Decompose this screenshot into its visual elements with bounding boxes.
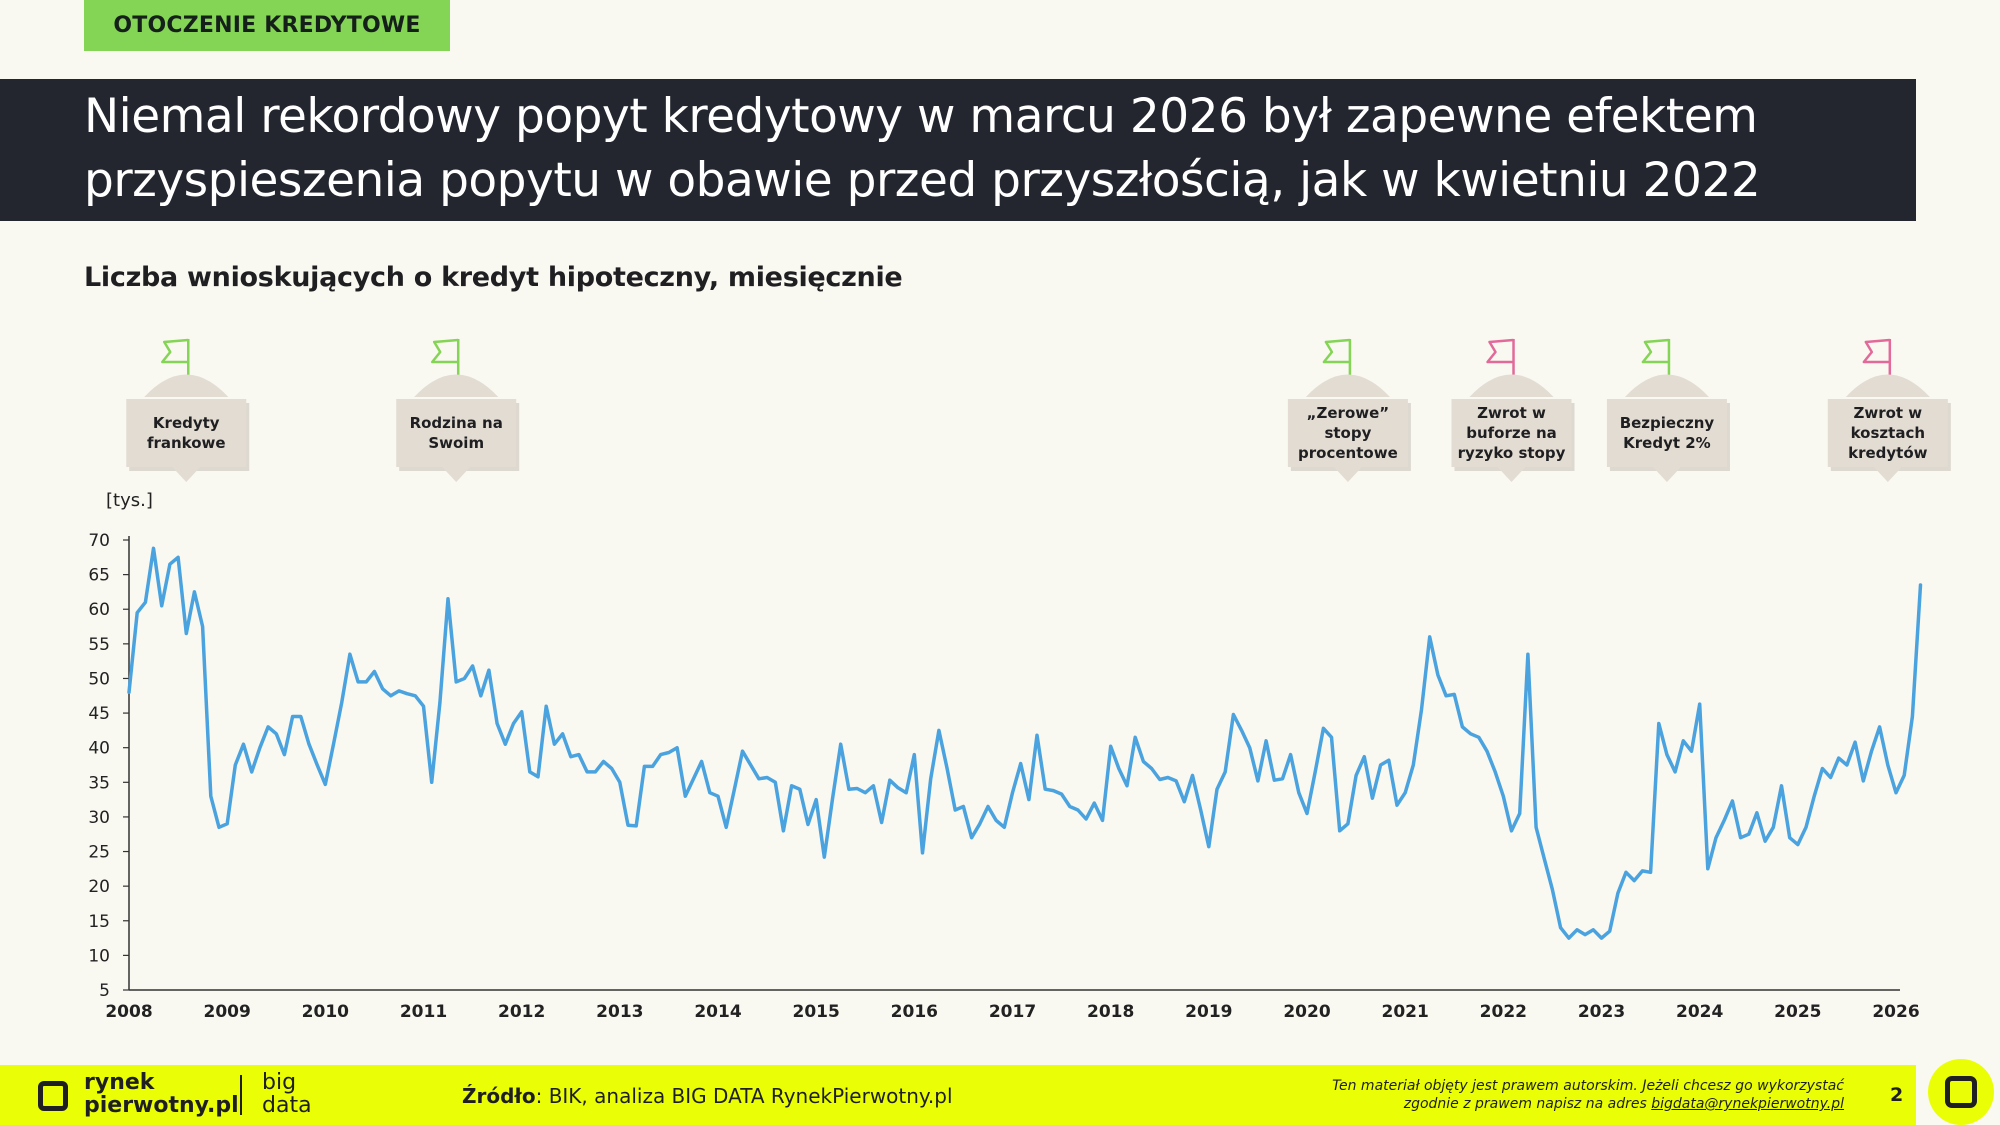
copyright-email-link[interactable]: bigdata@rynekpierwotny.pl xyxy=(1651,1096,1844,1112)
x-tick-label: 2012 xyxy=(498,1002,545,1020)
page-number: 2 xyxy=(1890,1084,1904,1106)
footer: rynek pierwotny.pl big data Źródło: BIK,… xyxy=(0,1065,1916,1125)
x-tick-label: 2016 xyxy=(891,1002,938,1020)
callout-label: Swoim xyxy=(428,434,484,452)
x-tick-label: 2011 xyxy=(400,1002,447,1020)
y-tick-label: 55 xyxy=(88,635,110,655)
x-tick-label: 2010 xyxy=(302,1002,349,1020)
copyright-line-2: zgodnie z prawem napisz na adres xyxy=(1403,1096,1652,1112)
y-tick-label: 15 xyxy=(88,912,110,932)
slide-title: Niemal rekordowy popyt kredytowy w marcu… xyxy=(84,85,1904,213)
callout-label: stopy xyxy=(1324,424,1371,442)
logo-text-line-1: rynek xyxy=(84,1070,155,1095)
callout-label: Kredyty xyxy=(153,414,220,432)
copyright-note: Ten materiał objęty jest prawem autorski… xyxy=(1244,1077,1844,1113)
callout: Zwrot w kosztach kredytów xyxy=(1827,338,1951,482)
x-tick-label: 2024 xyxy=(1676,1002,1723,1020)
chart-subtitle: Liczba wnioskujących o kredyt hipoteczny… xyxy=(84,262,903,293)
y-tick-label: 50 xyxy=(88,669,110,689)
points-layer xyxy=(127,546,1923,940)
source-note: Źródło: BIK, analiza BIG DATA RynekPierw… xyxy=(462,1084,953,1108)
title-line-2: przyspieszenia popytu w obawie przed prz… xyxy=(84,153,1761,208)
x-tick-label: 2009 xyxy=(204,1002,251,1020)
x-tick-label: 2018 xyxy=(1087,1002,1134,1020)
callout-label: Zwrot w xyxy=(1853,404,1922,422)
callout-label: frankowe xyxy=(147,434,226,452)
callouts-layer: Kredyty frankowe Rodzina na Swoim „Zerowe” st… xyxy=(126,338,1951,482)
callout-label: „Zerowe” xyxy=(1307,404,1390,422)
y-tick-label: 70 xyxy=(88,531,110,551)
y-tick-label: 45 xyxy=(88,704,110,724)
corner-logo-icon xyxy=(1945,1076,1977,1108)
logo-divider xyxy=(240,1075,242,1115)
callout: Bezpieczny Kredyt 2% xyxy=(1606,338,1730,482)
x-tick-label: 2023 xyxy=(1578,1002,1625,1020)
source-label: Źródło xyxy=(462,1084,536,1108)
x-tick-label: 2025 xyxy=(1774,1002,1821,1020)
y-tick-label: 35 xyxy=(88,773,110,793)
title-bar: Niemal rekordowy popyt kredytowy w marcu… xyxy=(0,79,1916,221)
callout-label: ryzyko stopy xyxy=(1458,444,1566,462)
y-tick-label: 30 xyxy=(88,808,110,828)
y-axis-unit-label: [tys.] xyxy=(106,490,153,511)
corner-logo xyxy=(1928,1059,1994,1125)
callout-label: Kredyt 2% xyxy=(1623,434,1711,452)
title-line-1: Niemal rekordowy popyt kredytowy w marcu… xyxy=(84,89,1758,144)
bigdata-logo-line-2: data xyxy=(262,1093,312,1118)
x-tick-label: 2019 xyxy=(1185,1002,1232,1020)
callout-label: kosztach xyxy=(1851,424,1925,442)
y-tick-label: 10 xyxy=(88,946,110,966)
section-tag: OTOCZENIE KREDYTOWE xyxy=(84,0,450,51)
x-tick-label: 2014 xyxy=(694,1002,741,1020)
copyright-line-1: Ten materiał objęty jest prawem autorski… xyxy=(1332,1078,1844,1094)
x-tick-label: 2026 xyxy=(1872,1002,1919,1020)
axes-layer xyxy=(128,536,1900,991)
line-chart: Kredyty frankowe Rodzina na Swoim „Zerowe” st… xyxy=(88,338,1951,1020)
x-tick-label: 2015 xyxy=(793,1002,840,1020)
x-tick-label: 2013 xyxy=(596,1002,643,1020)
x-tick-label: 2022 xyxy=(1480,1002,1527,1020)
x-tick-label: 2008 xyxy=(105,1002,152,1020)
callout-label: Rodzina na xyxy=(410,414,503,432)
y-tick-label: 5 xyxy=(99,981,110,1001)
y-tick-label: 40 xyxy=(88,739,110,759)
callout: „Zerowe” stopy procentowe xyxy=(1287,338,1411,482)
y-tick-label: 60 xyxy=(88,600,110,620)
callout-label: buforze na xyxy=(1466,424,1557,442)
y-tick-label: 20 xyxy=(88,877,110,897)
callout-label: Bezpieczny xyxy=(1620,414,1715,432)
x-tick-label: 2021 xyxy=(1382,1002,1429,1020)
bigdata-logo-line-1: big xyxy=(262,1070,297,1095)
callout: Rodzina na Swoim xyxy=(396,338,520,482)
y-tick-label: 25 xyxy=(88,843,110,863)
callout: Kredyty frankowe xyxy=(126,338,250,482)
callout: Zwrot w buforze na ryzyko stopy xyxy=(1451,338,1575,482)
x-tick-label: 2017 xyxy=(989,1002,1036,1020)
rynekpierwotny-logo-icon xyxy=(38,1081,68,1111)
y-tick-label: 65 xyxy=(88,566,110,586)
source-text: : BIK, analiza BIG DATA RynekPierwotny.p… xyxy=(535,1084,953,1108)
callout-label: kredytów xyxy=(1848,444,1928,462)
callout-label: Zwrot w xyxy=(1477,404,1546,422)
series-line xyxy=(127,546,1923,940)
logo-text-line-2: pierwotny.pl xyxy=(84,1093,239,1118)
callout-label: procentowe xyxy=(1298,444,1398,462)
x-tick-label: 2020 xyxy=(1283,1002,1330,1020)
